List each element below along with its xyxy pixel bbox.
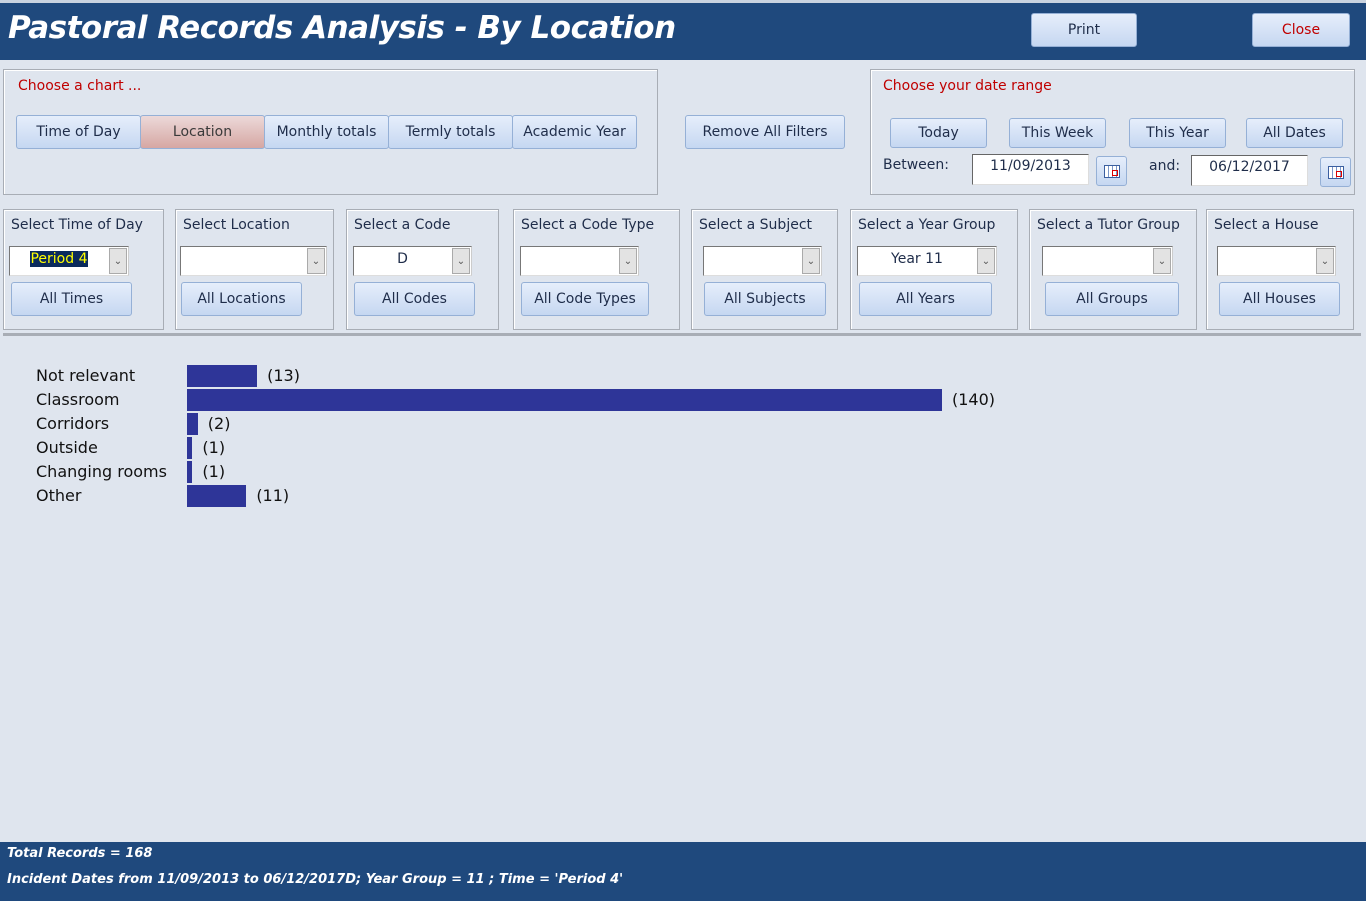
bar-corridors [187, 412, 198, 435]
bar-outside [187, 436, 193, 459]
time-of-day-combo[interactable]: Period 4 ⌄ [9, 246, 129, 276]
location-combo[interactable]: ⌄ [180, 246, 327, 276]
all-code-type-button[interactable]: All Code Types [521, 282, 649, 316]
chevron-down-icon[interactable]: ⌄ [802, 248, 820, 274]
combo-value-text: Year 11 [891, 251, 943, 267]
between-label: Between: [883, 157, 949, 173]
filter-panel-tutor-group [1029, 209, 1197, 330]
all-dates-button[interactable]: All Dates [1246, 118, 1343, 148]
filter-label-time-of-day: Select Time of Day [11, 217, 143, 233]
code-type-combo[interactable]: ⌄ [520, 246, 639, 276]
chart-tab-location[interactable]: Location [140, 115, 265, 149]
status-footer: Total Records = 168 Incident Dates from … [0, 842, 1366, 901]
year-group-combo[interactable]: Year 11 ⌄ [857, 246, 997, 276]
combo-value-text: D [397, 251, 408, 267]
all-house-button[interactable]: All Houses [1219, 282, 1340, 316]
combo-value: Year 11 [858, 251, 976, 267]
filter-label-year-group: Select a Year Group [858, 217, 996, 233]
chevron-down-icon[interactable]: ⌄ [109, 248, 127, 274]
category-label: Corridors [36, 413, 110, 433]
category-label: Not relevant [36, 366, 136, 385]
all-code-button[interactable]: All Codes [354, 282, 475, 316]
calendar-icon [1328, 166, 1344, 179]
from-date-field[interactable]: 11/09/2013 [972, 154, 1089, 185]
filter-panel-house [1206, 209, 1354, 330]
value-label: (1) [202, 437, 226, 457]
to-calendar-button[interactable] [1320, 157, 1351, 187]
remove-all-filters-button[interactable]: Remove All Filters [685, 115, 845, 149]
page-title: Pastoral Records Analysis - By Location [8, 10, 676, 46]
chevron-down-icon[interactable]: ⌄ [307, 248, 325, 274]
all-subject-button[interactable]: All Subjects [704, 282, 826, 316]
filter-label-tutor-group: Select a Tutor Group [1037, 217, 1180, 233]
bar-changing-rooms [187, 460, 193, 483]
value-label: (11) [256, 485, 290, 505]
combo-value: D [354, 251, 451, 267]
filter-label-code: Select a Code [354, 217, 451, 233]
filter-panel-location [175, 209, 334, 330]
title-bar [0, 0, 1366, 60]
subject-combo[interactable]: ⌄ [703, 246, 822, 276]
chart-tab-monthly-totals[interactable]: Monthly totals [264, 115, 389, 149]
and-label: and: [1149, 158, 1181, 174]
filter-panel-subject [691, 209, 838, 330]
all-time-of-day-button[interactable]: All Times [11, 282, 132, 316]
divider [3, 333, 1361, 336]
combo-value: Period 4 [10, 251, 108, 267]
value-label: (140) [952, 389, 996, 409]
chart-chooser-label: Choose a chart ... [18, 78, 142, 94]
all-location-button[interactable]: All Locations [181, 282, 302, 316]
bar-other [187, 484, 247, 507]
print-button[interactable]: Print [1031, 13, 1137, 47]
house-combo[interactable]: ⌄ [1217, 246, 1336, 276]
calendar-icon [1104, 165, 1120, 178]
value-label: (2) [207, 413, 231, 433]
all-tutor-group-button[interactable]: All Groups [1045, 282, 1179, 316]
combo-value-text: Period 4 [30, 251, 88, 267]
value-label: (1) [202, 461, 226, 481]
category-label: Changing rooms [36, 461, 167, 481]
chart-tab-time-of-day[interactable]: Time of Day [16, 115, 141, 149]
value-label: (13) [267, 366, 300, 385]
filter-criteria: Incident Dates from 11/09/2013 to 06/12/… [7, 872, 624, 887]
chevron-down-icon[interactable]: ⌄ [977, 248, 995, 274]
date-range-label: Choose your date range [883, 78, 1052, 94]
all-year-group-button[interactable]: All Years [859, 282, 992, 316]
chevron-down-icon[interactable]: ⌄ [1153, 248, 1171, 274]
filter-label-house: Select a House [1214, 217, 1319, 233]
chevron-down-icon[interactable]: ⌄ [1316, 248, 1334, 274]
from-calendar-button[interactable] [1096, 156, 1127, 186]
code-combo[interactable]: D ⌄ [353, 246, 472, 276]
to-date-field[interactable]: 06/12/2017 [1191, 155, 1308, 186]
filter-panel-time-of-day [3, 209, 164, 330]
category-label: Classroom [36, 389, 120, 409]
bar-classroom [187, 388, 942, 411]
category-label: Outside [36, 437, 98, 457]
filter-label-code-type: Select a Code Type [521, 217, 655, 233]
filter-label-subject: Select a Subject [699, 217, 813, 233]
this-week-button[interactable]: This Week [1009, 118, 1106, 148]
total-records: Total Records = 168 [7, 846, 153, 861]
chevron-down-icon[interactable]: ⌄ [619, 248, 637, 274]
this-year-button[interactable]: This Year [1129, 118, 1226, 148]
date-range-panel [870, 69, 1355, 195]
close-button[interactable]: Close [1252, 13, 1350, 47]
tutor-group-combo[interactable]: ⌄ [1042, 246, 1173, 276]
today-button[interactable]: Today [890, 118, 987, 148]
filter-label-location: Select Location [183, 217, 290, 233]
category-label: Other [36, 485, 82, 505]
filter-panel-code-type [513, 209, 680, 330]
filter-panel-code [346, 209, 499, 330]
filter-panel-year-group [850, 209, 1018, 330]
chart-chooser-panel [3, 69, 658, 195]
bar-not-relevant [187, 365, 258, 387]
chart-tab-academic-year[interactable]: Academic Year [512, 115, 637, 149]
chart-tab-termly-totals[interactable]: Termly totals [388, 115, 513, 149]
chevron-down-icon[interactable]: ⌄ [452, 248, 470, 274]
